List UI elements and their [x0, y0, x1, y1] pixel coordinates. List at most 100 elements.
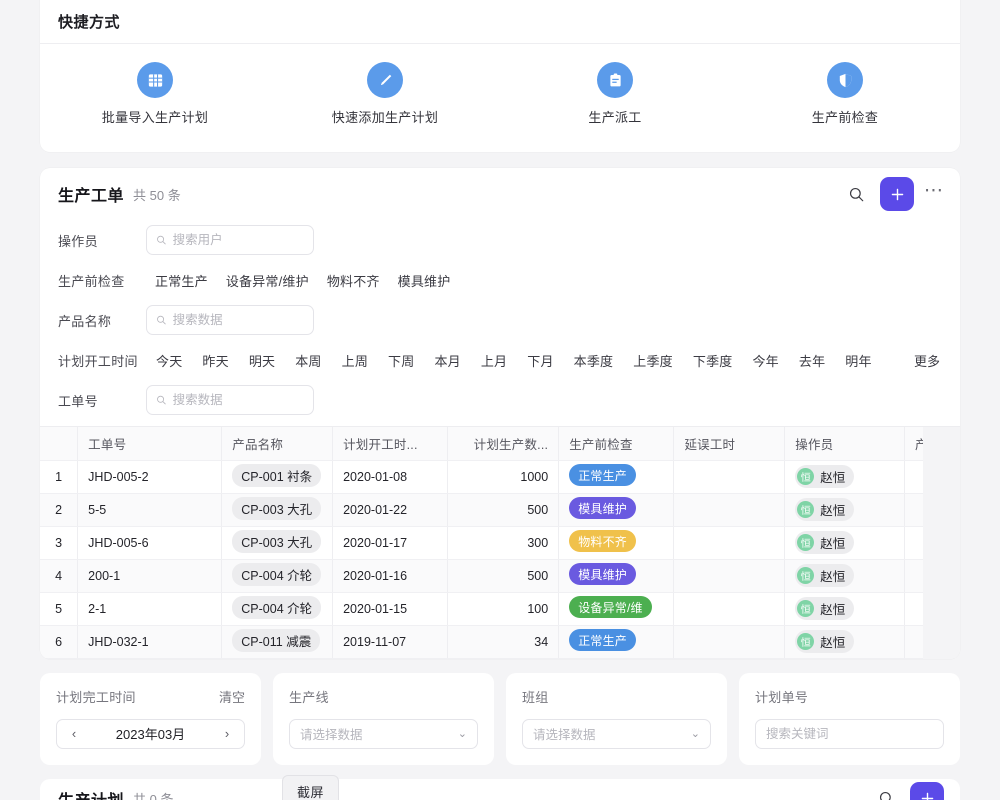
- bottom-filter-panel: 计划完工时间 清空 ‹ 2023年03月 › 生产线 请选择数据 ⌄ 班组: [40, 672, 960, 765]
- filter-card-team: 班组 请选择数据 ⌄: [506, 672, 727, 765]
- operator-chip: 恒 赵恒: [795, 564, 855, 587]
- date-option-last-year[interactable]: 去年: [798, 353, 826, 369]
- date-option-this-quarter[interactable]: 本季度: [573, 353, 614, 369]
- precheck-option-fault[interactable]: 设备异常/维护: [225, 273, 309, 289]
- shortcut-dispatch[interactable]: 生产派工: [500, 62, 730, 126]
- product-search-input[interactable]: [172, 313, 304, 327]
- date-option-last-month[interactable]: 上月: [480, 353, 508, 369]
- work-order-table: 工单号 产品名称 计划开工时... 计划生产数... 生产前检查 延误工时 操作…: [40, 427, 960, 659]
- workorder-search-box[interactable]: [146, 385, 314, 415]
- status-badge: 正常生产: [569, 629, 636, 651]
- shortcut-label: 生产前检查: [811, 110, 879, 125]
- operator-search-box[interactable]: [146, 225, 314, 255]
- table-row[interactable]: 1 JHD-005-2 CP-001 衬条 2020-01-08 1000 正常…: [40, 460, 960, 494]
- date-option-tomorrow[interactable]: 明天: [248, 353, 276, 369]
- date-option-next-month[interactable]: 下月: [527, 353, 554, 369]
- row-index: 6: [40, 625, 79, 659]
- cell-product: CP-001 衬条: [221, 460, 334, 494]
- operator-search-input[interactable]: [172, 233, 304, 247]
- team-select[interactable]: 请选择数据 ⌄: [522, 718, 711, 749]
- workorder-search-input[interactable]: [172, 393, 304, 407]
- product-chip: CP-001 衬条: [232, 463, 322, 487]
- operator-name: 赵恒: [820, 636, 846, 650]
- cell-operator: 恒 赵恒: [784, 625, 905, 659]
- chevron-right-icon[interactable]: ›: [224, 726, 230, 741]
- plan-no-input[interactable]: [766, 726, 933, 741]
- filter-card-header: 计划单号: [755, 687, 944, 706]
- filter-row-workorder-no: 工单号: [58, 380, 942, 420]
- shortcut-quick-add[interactable]: 快速添加生产计划: [270, 62, 500, 126]
- date-option-this-month[interactable]: 本月: [434, 353, 461, 369]
- date-option-yesterday[interactable]: 昨天: [202, 353, 229, 369]
- chevron-left-icon[interactable]: ‹: [71, 726, 77, 741]
- filter-row-product: 产品名称: [58, 300, 942, 340]
- table-row[interactable]: 2 5-5 CP-003 大孔 2020-01-22 500 模具维护 恒 赵恒: [40, 493, 960, 527]
- product-search-box[interactable]: [146, 305, 314, 335]
- shortcut-label: 快速添加生产计划: [331, 110, 439, 125]
- cell-precheck: 正常生产: [558, 625, 675, 659]
- col-process[interactable]: 产品工序: [904, 427, 960, 461]
- precheck-option-material[interactable]: 物料不齐: [326, 273, 380, 289]
- col-precheck[interactable]: 生产前检查: [558, 427, 675, 461]
- production-plan-count: 共 0 条: [133, 792, 174, 800]
- production-plan-actions: [872, 781, 944, 800]
- date-option-next-quarter[interactable]: 下季度: [692, 353, 733, 369]
- precheck-option-mold[interactable]: 模具维护: [397, 273, 451, 289]
- col-product[interactable]: 产品名称: [221, 427, 334, 461]
- table-head: 工单号 产品名称 计划开工时... 计划生产数... 生产前检查 延误工时 操作…: [40, 427, 960, 461]
- status-badge: 模具维护: [569, 563, 636, 585]
- product-chip: CP-004 介轮: [232, 562, 322, 586]
- cell-precheck: 设备异常/维: [558, 592, 675, 626]
- date-option-this-year[interactable]: 今年: [752, 353, 779, 369]
- operator-name: 赵恒: [820, 537, 846, 551]
- col-delay[interactable]: 延误工时: [673, 427, 786, 461]
- table-row[interactable]: 4 200-1 CP-004 介轮 2020-01-16 500 模具维护 恒 …: [40, 559, 960, 593]
- add-button[interactable]: [910, 781, 944, 800]
- cell-delay: [673, 559, 786, 593]
- date-option-next-week[interactable]: 下周: [388, 353, 415, 369]
- shortcuts-header: 快捷方式: [40, 0, 960, 44]
- filter-card-header: 计划完工时间 清空: [56, 687, 245, 706]
- screenshot-tooltip[interactable]: 截屏: [282, 775, 340, 800]
- chevron-down-icon: ⌄: [457, 728, 467, 740]
- search-icon: [157, 395, 166, 405]
- col-workorder[interactable]: 工单号: [77, 427, 223, 461]
- date-option-last-week[interactable]: 上周: [341, 353, 369, 369]
- table-row[interactable]: 5 2-1 CP-004 介轮 2020-01-15 100 设备异常/维 恒 …: [40, 592, 960, 626]
- production-line-select[interactable]: 请选择数据 ⌄: [289, 718, 478, 749]
- cell-workorder: JHD-005-6: [77, 526, 223, 560]
- operator-name: 赵恒: [820, 471, 846, 485]
- search-icon[interactable]: [872, 785, 900, 800]
- col-plan-qty[interactable]: 计划生产数...: [447, 427, 560, 461]
- filter-card-production-line: 生产线 请选择数据 ⌄: [273, 672, 494, 765]
- shortcut-pre-check[interactable]: 生产前检查: [730, 62, 960, 126]
- table-row[interactable]: 6 JHD-032-1 CP-011 减震 2019-11-07 34 正常生产…: [40, 625, 960, 659]
- operator-name: 赵恒: [820, 570, 846, 584]
- status-badge: 物料不齐: [569, 530, 636, 552]
- col-operator[interactable]: 操作员: [784, 427, 905, 461]
- date-option-next-year[interactable]: 明年: [845, 353, 872, 369]
- production-plan-title: 生产计划: [58, 787, 124, 800]
- product-chip: CP-003 大孔: [232, 496, 322, 520]
- work-order-table-wrap[interactable]: 工单号 产品名称 计划开工时... 计划生产数... 生产前检查 延误工时 操作…: [40, 426, 960, 659]
- shortcut-batch-import[interactable]: 批量导入生产计划: [40, 62, 270, 126]
- production-plan-card: 生产计划 共 0 条: [40, 778, 960, 800]
- clear-button[interactable]: 清空: [218, 689, 245, 705]
- shortcut-label: 生产派工: [588, 110, 642, 125]
- table-row[interactable]: 3 JHD-005-6 CP-003 大孔 2020-01-17 300 物料不…: [40, 526, 960, 560]
- date-more-link[interactable]: 更多: [913, 353, 940, 369]
- date-option-today[interactable]: 今天: [156, 353, 183, 369]
- col-plan-start[interactable]: 计划开工时...: [332, 427, 449, 461]
- add-button[interactable]: [880, 177, 914, 211]
- month-picker[interactable]: ‹ 2023年03月 ›: [56, 718, 245, 749]
- search-icon[interactable]: [842, 180, 870, 208]
- plan-start-options: 今天 昨天 明天 本周 上周 下周 本月 上月 下月 本季度 上季度 下季度 今…: [146, 351, 942, 370]
- date-option-last-quarter[interactable]: 上季度: [633, 353, 673, 369]
- plan-no-input-wrap[interactable]: [755, 718, 944, 749]
- work-order-header: 生产工单 共 50 条 ⋯: [40, 168, 960, 220]
- avatar: 恒: [797, 534, 815, 551]
- precheck-option-normal[interactable]: 正常生产: [155, 273, 208, 289]
- date-option-this-week[interactable]: 本周: [295, 353, 322, 369]
- row-index: 1: [40, 460, 79, 494]
- more-menu-icon[interactable]: ⋯: [924, 179, 944, 201]
